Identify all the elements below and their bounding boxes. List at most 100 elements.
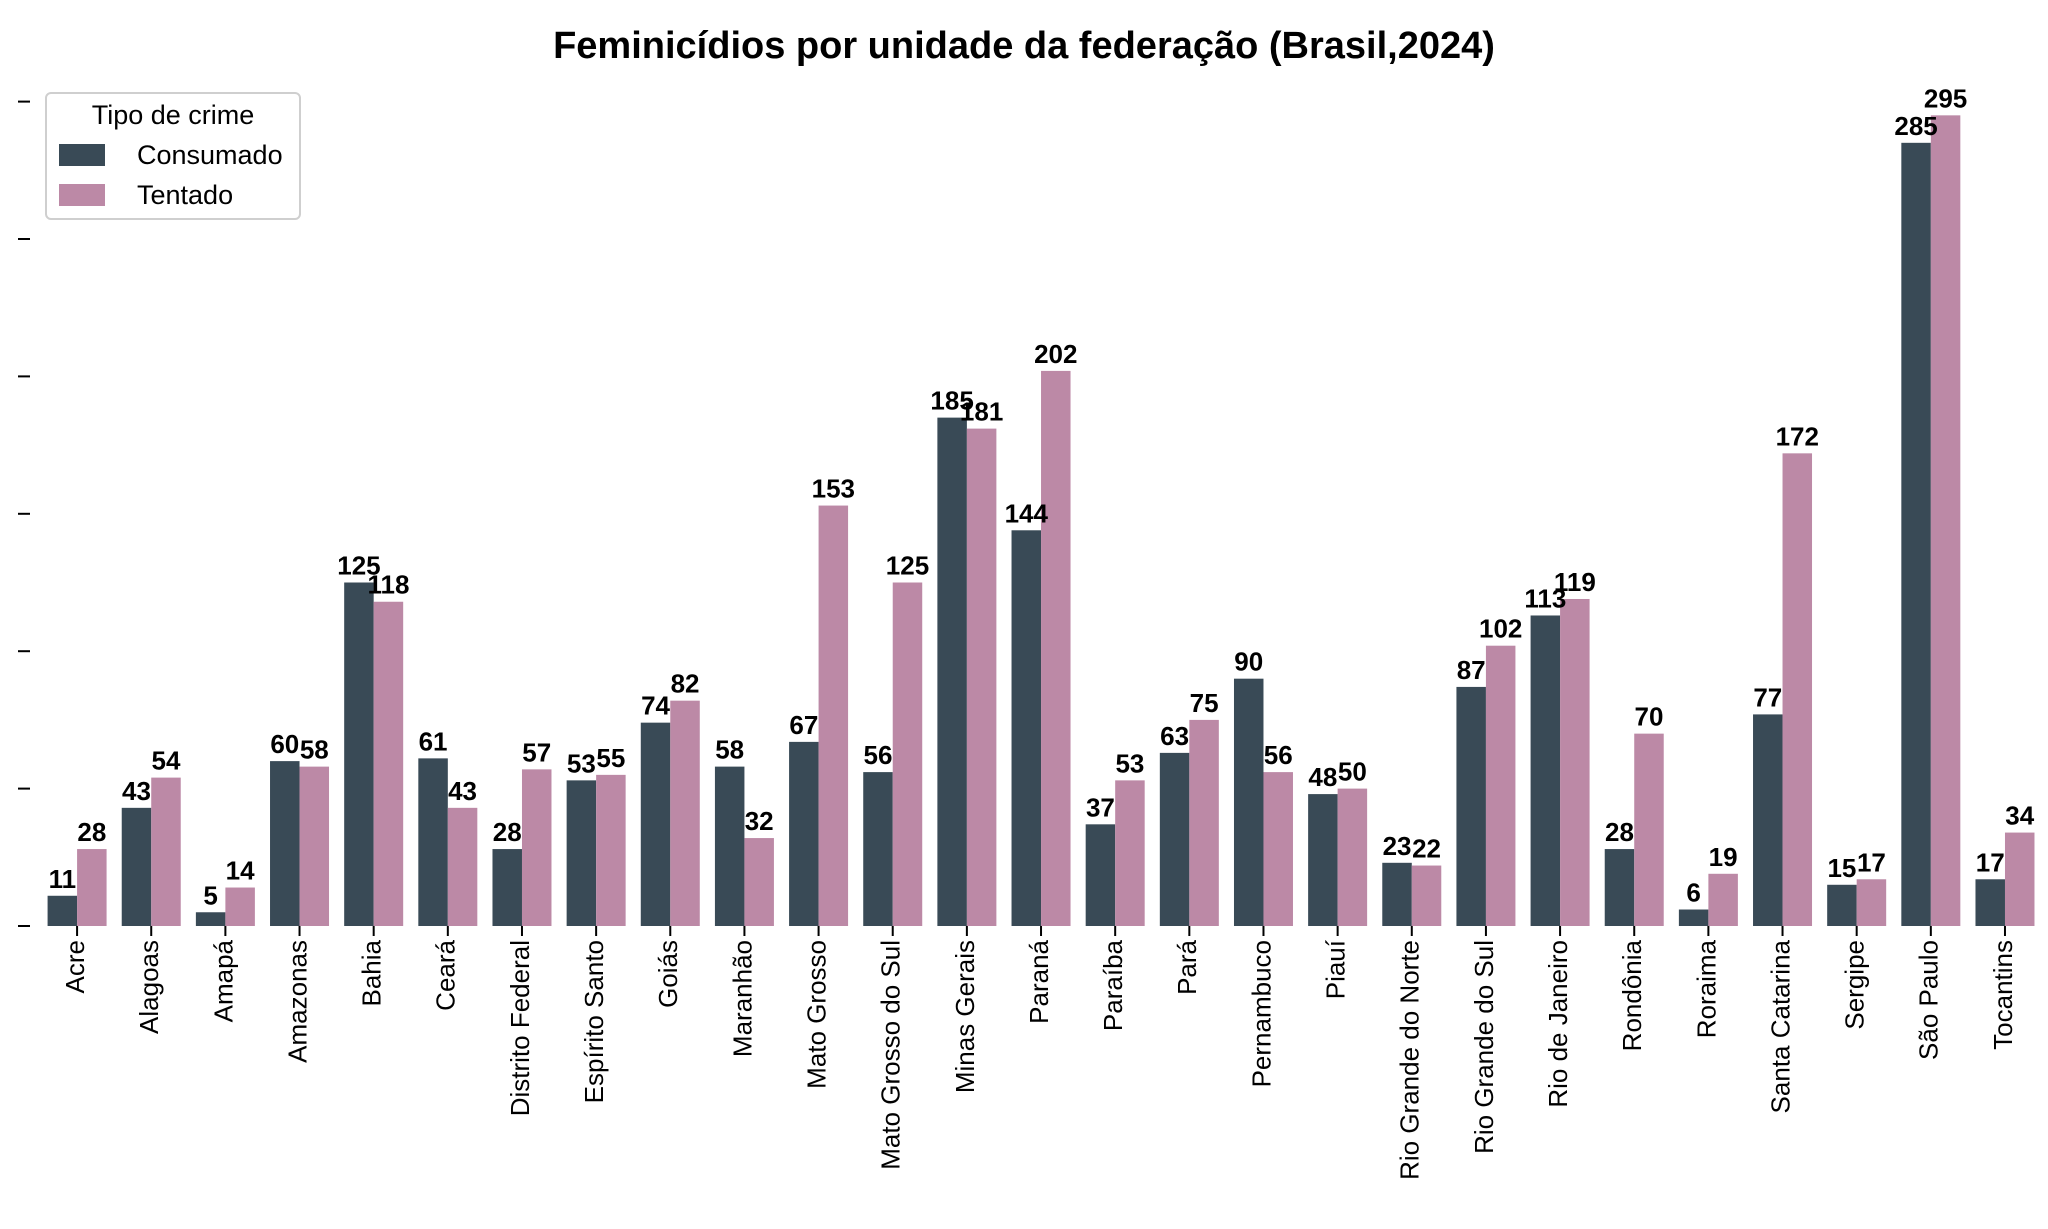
bar-consumado-25 (1901, 142, 1931, 926)
x-tick-label: Santa Catarina (1765, 939, 1795, 1113)
data-label-consumado-4: 125 (337, 551, 380, 581)
x-tick-label: Piauí (1321, 939, 1351, 999)
data-label-tentado-12: 181 (960, 397, 1003, 427)
data-label-consumado-13: 144 (1005, 498, 1049, 528)
bar-consumado-6 (492, 849, 522, 926)
bar-tentado-6 (521, 769, 552, 926)
x-tick-label: São Paulo (1914, 940, 1944, 1060)
x-tick-label: Rondônia (1617, 939, 1647, 1051)
x-tick-label: Maranhão (727, 940, 757, 1057)
data-label-consumado-5: 61 (419, 726, 448, 756)
data-label-consumado-16: 90 (1234, 647, 1263, 677)
data-label-tentado-15: 75 (1190, 688, 1219, 718)
bar-consumado-10 (789, 741, 819, 926)
data-label-tentado-14: 53 (1115, 748, 1144, 778)
bar-consumado-7 (566, 780, 597, 926)
data-label-consumado-18: 23 (1383, 831, 1412, 861)
data-label-consumado-26: 17 (1976, 847, 2005, 877)
bar-consumado-22 (1678, 909, 1709, 926)
bar-consumado-5 (418, 758, 448, 926)
bar-tentado-0 (77, 849, 107, 926)
chart-title: Feminicídios por unidade da federação (B… (553, 25, 1495, 67)
data-label-consumado-22: 6 (1686, 878, 1700, 908)
data-label-tentado-7: 55 (596, 743, 625, 773)
data-label-consumado-24: 15 (1827, 853, 1856, 883)
data-label-tentado-8: 82 (671, 669, 700, 699)
legend-label-consumado: Consumado (137, 139, 283, 170)
x-tick-label: Rio Grande do Sul (1469, 940, 1499, 1154)
x-tick-label: Minas Gerais (950, 940, 980, 1093)
bar-consumado-21 (1604, 849, 1635, 926)
data-label-tentado-2: 14 (226, 856, 255, 886)
data-label-consumado-21: 28 (1605, 817, 1634, 847)
data-label-consumado-12: 185 (930, 386, 973, 416)
y-axis-ticks (18, 100, 30, 927)
x-tick-label: Paraíba (1098, 939, 1128, 1031)
bar-tentado-9 (744, 838, 774, 926)
data-label-consumado-15: 63 (1160, 721, 1189, 751)
data-label-consumado-19: 87 (1457, 655, 1486, 685)
data-label-tentado-20: 119 (1554, 567, 1596, 597)
x-tick-label: Rio Grande do Norte (1395, 940, 1425, 1180)
bar-tentado-3 (299, 766, 330, 926)
x-tick-label: Rio de Janeiro (1543, 940, 1573, 1108)
x-tick-label: Amapá (208, 939, 238, 1022)
x-tick-label: Espírito Santo (579, 940, 609, 1103)
x-tick-label: Ceará (431, 939, 461, 1010)
bar-consumado-20 (1530, 615, 1561, 926)
bar-consumado-0 (47, 895, 78, 926)
bar-tentado-10 (818, 505, 849, 926)
bar-consumado-23 (1753, 714, 1783, 926)
x-axis-tick-labels: Acre Alagoas Amapá Amazonas Bahia Ceará Distri… (60, 926, 2018, 1180)
x-tick-label: Roraima (1691, 939, 1721, 1038)
bar-consumado-4 (344, 582, 374, 926)
bar-tentado-8 (670, 700, 700, 926)
data-label-consumado-6: 28 (493, 817, 522, 847)
bar-tentado-20 (1560, 598, 1590, 926)
legend-title: Tipo de crime (91, 100, 255, 130)
bar-tentado-22 (1708, 873, 1738, 926)
bar-consumado-18 (1382, 862, 1412, 926)
data-label-tentado-17: 50 (1338, 757, 1367, 787)
bar-consumado-26 (1975, 879, 2005, 926)
x-tick-label: Goiás (653, 940, 683, 1008)
bar-consumado-17 (1308, 794, 1338, 926)
data-label-tentado-10: 153 (812, 474, 855, 504)
x-tick-label: Mato Grosso do Sul (876, 940, 906, 1170)
bar-tentado-1 (151, 777, 181, 926)
data-label-consumado-20: 113 (1524, 583, 1566, 613)
data-label-tentado-25: 295 (1924, 83, 1967, 113)
data-label-tentado-23: 172 (1776, 421, 1819, 451)
x-tick-label: Alagoas (134, 940, 164, 1034)
x-tick-label: Pará (1172, 939, 1202, 994)
bar-consumado-9 (714, 766, 745, 926)
bar-tentado-25 (1930, 115, 1961, 927)
bar-tentado-2 (225, 887, 255, 926)
legend-label-tentado: Tentado (137, 179, 234, 210)
bars (47, 115, 2035, 927)
data-label-tentado-21: 70 (1635, 702, 1664, 732)
data-label-consumado-8: 74 (641, 691, 670, 721)
data-label-tentado-22: 19 (1709, 842, 1738, 872)
data-label-tentado-4: 118 (367, 570, 409, 600)
data-label-consumado-9: 58 (715, 735, 744, 765)
bar-tentado-21 (1634, 733, 1664, 926)
bar-consumado-3 (270, 761, 300, 926)
x-tick-label: Amazonas (282, 940, 312, 1063)
bar-consumado-16 (1233, 678, 1264, 926)
data-label-consumado-10: 67 (789, 710, 818, 740)
data-label-consumado-7: 53 (567, 748, 596, 778)
data-label-consumado-17: 48 (1308, 762, 1337, 792)
bar-consumado-1 (121, 807, 152, 926)
bar-tentado-16 (1263, 772, 1293, 926)
data-label-tentado-3: 58 (300, 735, 329, 765)
bar-tentado-4 (373, 601, 404, 926)
data-label-tentado-5: 43 (448, 776, 477, 806)
bar-tentado-24 (1856, 879, 1887, 926)
data-label-consumado-11: 56 (864, 740, 893, 770)
x-tick-label: Bahia (357, 939, 387, 1006)
bar-consumado-2 (195, 912, 226, 926)
legend-item-consumado: Consumado (59, 140, 283, 170)
bar-tentado-7 (596, 774, 626, 926)
bar-tentado-5 (447, 807, 478, 926)
